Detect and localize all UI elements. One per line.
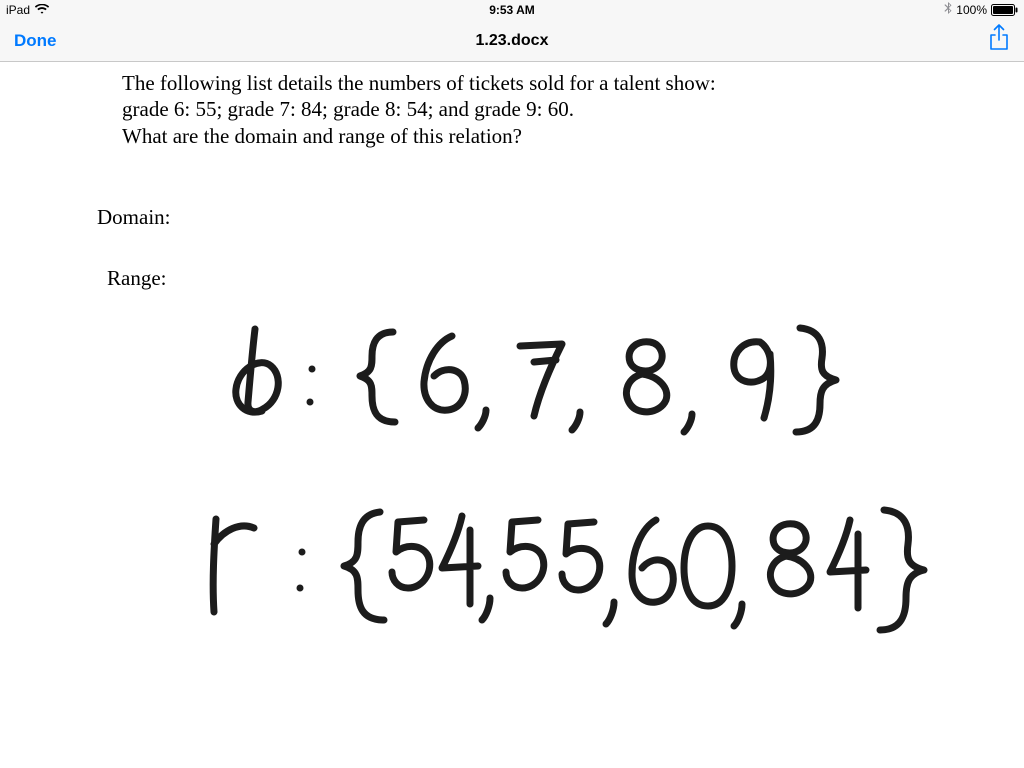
bluetooth-icon — [944, 2, 952, 18]
problem-line-2: grade 6: 55; grade 7: 84; grade 8: 54; a… — [122, 96, 964, 122]
nav-bar: Done 1.23.docx — [0, 20, 1024, 62]
wifi-icon — [35, 3, 49, 17]
done-button[interactable]: Done — [14, 31, 57, 51]
document-content: The following list details the numbers o… — [0, 62, 1024, 768]
status-right: 100% — [944, 2, 1018, 18]
status-bar: iPad 9:53 AM 100% — [0, 0, 1024, 20]
share-icon — [988, 24, 1010, 52]
problem-text: The following list details the numbers o… — [0, 70, 1024, 149]
device-label: iPad — [6, 3, 30, 17]
range-label: Range: — [0, 266, 1024, 291]
share-button[interactable] — [988, 24, 1010, 57]
document-title: 1.23.docx — [476, 32, 549, 50]
battery-percent: 100% — [956, 3, 987, 17]
problem-line-3: What are the domain and range of this re… — [122, 123, 964, 149]
handwriting-svg — [0, 294, 1024, 714]
problem-line-1: The following list details the numbers o… — [122, 70, 964, 96]
status-left: iPad — [6, 3, 49, 17]
status-time: 9:53 AM — [489, 3, 535, 17]
domain-label: Domain: — [0, 205, 1024, 230]
handwriting-area — [0, 294, 1024, 714]
battery-icon — [991, 4, 1018, 16]
